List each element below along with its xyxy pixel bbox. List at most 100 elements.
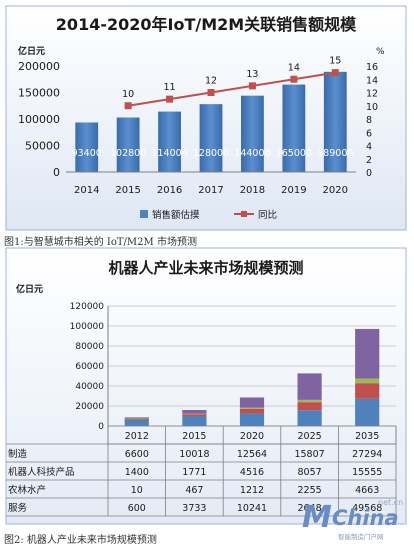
chart1-bar-value-label: 102800 [110, 148, 146, 159]
chart1-bar-value-label: 114000 [151, 148, 187, 159]
chart1-legend-swatch-bar [140, 210, 148, 218]
chart2-bar-segment [355, 378, 380, 384]
chart2-y-tick-label: 120000 [70, 302, 105, 312]
chart1-title: 2014-2020年IoT/M2M关联销售额规模 [56, 15, 357, 34]
figure-1-caption: 图1:与智慧城市相关的 IoT/M2M 市场预测 [4, 237, 197, 248]
chart2-x-tick-label: 2025 [298, 431, 322, 442]
chart2-y-tick-label: 40000 [75, 382, 104, 392]
chart1-y2-tick-label: 8 [366, 115, 372, 126]
chart1-line-value-label: 13 [246, 69, 258, 80]
watermark-domain: net.cn [378, 498, 404, 507]
chart2-bar-segment [182, 413, 207, 415]
chart1-line-marker [331, 69, 339, 77]
chart2-y-tick-label: 60000 [75, 362, 104, 372]
watermark-m-mark: M [302, 500, 332, 535]
chart2-table-value: 6600 [125, 449, 149, 460]
chart2-bar-segment [297, 373, 322, 400]
chart2-y-tick-label: 80000 [75, 342, 104, 352]
chart1-y-tick-label: 200000 [18, 60, 60, 73]
chart1-line-value-label: 12 [205, 76, 217, 87]
chart2-x-tick-label: 2015 [182, 431, 206, 442]
chart1-legend-label-bar: 销售额估摸 [152, 209, 200, 221]
chart2-bar-segment [182, 410, 207, 414]
chart2-y-tick-label: 0 [98, 422, 104, 432]
chart2-bar-segment [297, 399, 322, 403]
chart1-x-tick-label: 2014 [74, 185, 99, 196]
chart1-y2-axis-label: % [376, 47, 385, 57]
chart1-bar-value-label: 93400 [72, 148, 102, 159]
chart1-bar [75, 122, 99, 172]
chart2-table-value: 10 [131, 485, 143, 496]
chart2-table-value: 15555 [352, 467, 382, 478]
chart1-line-value-label: 11 [164, 82, 176, 93]
chart2-legend-label: 制造 [8, 448, 28, 460]
chart2-table-value: 8057 [298, 467, 322, 478]
chart2-table-value: 1212 [240, 485, 264, 496]
chart1-y2-tick-label: 16 [366, 62, 378, 73]
chart1-bar-value-label: 165000 [276, 148, 312, 159]
chart1-y-tick-label: 100000 [18, 113, 60, 126]
chart1-line-value-label: 14 [288, 62, 300, 73]
chart1-line-marker [290, 75, 298, 83]
chart1-y-tick-label: 150000 [18, 87, 60, 100]
chart2-bar-segment [355, 328, 380, 379]
figure-2-caption: 图2: 机器人产业未来市场规模预测 [4, 535, 157, 546]
chart1-bar [158, 111, 181, 172]
chart2-bar-segment [239, 413, 265, 426]
chart1-bar [323, 71, 347, 172]
chart1-line-value-label: 10 [122, 89, 134, 100]
chart2-table-value: 49568 [352, 503, 382, 514]
chart1-y2-tick-label: 0 [366, 168, 372, 179]
chart1-bar [241, 95, 264, 172]
chart2-y-tick-label: 20000 [75, 402, 104, 412]
chart2-bar-segment [355, 383, 380, 399]
chart1-line-marker [207, 89, 215, 96]
chart1-x-tick-label: 2016 [157, 185, 182, 196]
chart2-bar-segment [239, 408, 265, 414]
chart2-bar-segment [124, 417, 149, 418]
chart2-table-value: 10018 [179, 449, 209, 460]
chart2-bar-segment [297, 410, 322, 426]
chart2-legend-label: 服务 [8, 502, 28, 514]
chart1-y2-tick-label: 14 [366, 75, 378, 86]
chart1-x-tick-label: 2017 [198, 185, 223, 196]
chart2-y-axis-label: 亿日元 [16, 283, 43, 295]
chart2-bar-segment [239, 407, 265, 409]
chart2-x-tick-label: 2012 [125, 431, 149, 442]
chart1-bar-value-label: 189000 [317, 148, 353, 159]
chart1-bar [116, 117, 140, 172]
chart2-table-value: 10241 [237, 503, 267, 514]
chart1-y-tick-label: 0 [53, 166, 60, 179]
chart2-table-value: 2648 [298, 503, 322, 514]
chart2-table-value: 1400 [125, 467, 149, 478]
chart2-table-value: 4516 [240, 467, 264, 478]
watermark-text: China [332, 506, 399, 530]
chart1-y2-tick-label: 2 [366, 155, 372, 166]
chart2-table-value: 467 [185, 485, 203, 496]
chart2-table-value: 12564 [237, 449, 267, 460]
chart1-line-marker [248, 82, 256, 90]
chart1-line-marker [124, 102, 132, 110]
chart1-bar [199, 104, 223, 172]
chart2-y-tick-label: 100000 [70, 322, 105, 332]
chart2-bar-segment [239, 397, 265, 408]
chart2-bar-segment [355, 398, 380, 426]
chart1-bar-value-label: 128000 [193, 148, 229, 159]
chart1-x-tick-label: 2018 [240, 185, 265, 196]
chart1-bar-value-label: 144000 [234, 148, 270, 159]
chart2-bar-segment [182, 414, 207, 416]
chart1-y2-tick-label: 10 [366, 102, 378, 113]
chart2-legend-label: 机器人科技产品 [8, 466, 75, 478]
chart2-table-value: 15807 [294, 449, 324, 460]
chart2-table-value: 1771 [182, 467, 206, 478]
chart2-table-value: 2255 [298, 485, 322, 496]
chart2-bar-segment [124, 418, 149, 420]
chart2-table-value: 600 [128, 503, 146, 514]
chart2-bar-segment [124, 419, 149, 426]
chart2-bar-segment [297, 402, 322, 411]
chart2-legend-label: 农林水产 [8, 484, 46, 496]
chart2-table-value: 3733 [182, 503, 206, 514]
chart1-y-tick-label: 50000 [25, 140, 60, 153]
